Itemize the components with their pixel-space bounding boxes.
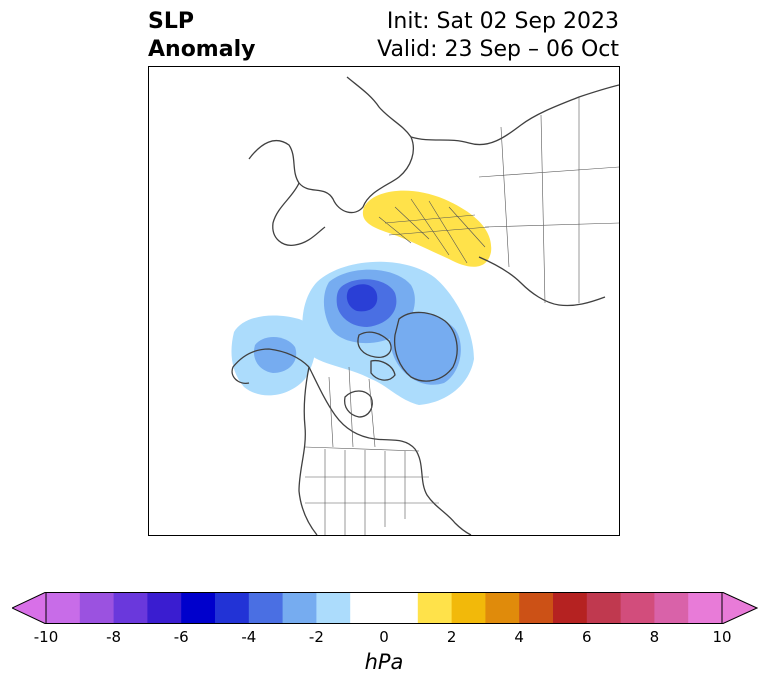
negative-anomaly-core: [346, 284, 378, 312]
border-usa-canada: [304, 446, 420, 452]
negative-anomaly-greenland: [389, 312, 461, 385]
negative-anomaly-alaska: [253, 336, 297, 373]
colorbar-cell: [79, 592, 114, 624]
colorbar-cell: [215, 592, 250, 624]
map-subtitle: Init: Sat 02 Sep 2023 Valid: 23 Sep – 06…: [377, 8, 619, 64]
colorbar-extend-max: [721, 592, 758, 624]
colorbar-cell: [519, 592, 554, 624]
map-panel: [148, 66, 620, 536]
init-date: Init: Sat 02 Sep 2023: [386, 9, 619, 34]
coast-pacific: [298, 366, 318, 535]
colorbar-unit-label: hPa: [364, 650, 404, 674]
valid-period: Valid: 23 Sep – 06 Oct: [377, 37, 619, 62]
title-line-1: SLP: [148, 9, 194, 34]
borders: [304, 97, 619, 535]
colorbar-cell: [248, 592, 283, 624]
colorbar-tick-label: -4: [241, 628, 257, 646]
colorbar-tick-label: 6: [582, 628, 592, 646]
colorbar-cell: [586, 592, 621, 624]
colorbar-tick-label: 2: [446, 628, 457, 646]
colorbar-tick-label: 8: [649, 628, 660, 646]
coastlines: [231, 76, 619, 535]
coast-siberia: [478, 256, 606, 307]
colorbar-cells: [46, 592, 723, 624]
colorbar-outline: [45, 592, 723, 624]
anomaly-shading: [231, 190, 492, 405]
colorbar-cell: [282, 592, 317, 624]
coast-europe: [248, 76, 414, 214]
colorbar-tick-label: -2: [308, 628, 324, 646]
border-us-states: [305, 449, 439, 535]
positive-anomaly-europe: [362, 190, 492, 267]
title-line-2: Anomaly: [148, 37, 256, 62]
map-svg: [231, 76, 619, 535]
colorbar-cell: [181, 592, 216, 624]
coast-arctic-islands: [357, 331, 396, 381]
colorbar-tick-label: -10: [33, 628, 59, 646]
colorbar-cell: [417, 592, 452, 624]
border-canada-provinces: [328, 366, 376, 448]
coast-greenland: [393, 311, 458, 382]
border-europe: [378, 198, 490, 264]
colorbar-cell: [350, 592, 419, 624]
border-asia: [478, 97, 619, 304]
coast-alaska: [231, 348, 310, 384]
map-title: SLP Anomaly: [148, 8, 255, 64]
colorbar-cell: [688, 592, 723, 624]
coast-scandinavia: [272, 182, 326, 246]
colorbar-cell: [620, 592, 655, 624]
colorbar-tick-label: 0: [379, 628, 389, 646]
colorbar-tick-label: -8: [106, 628, 122, 646]
colorbar: [12, 592, 758, 624]
colorbar-cell: [553, 592, 588, 624]
colorbar-tick-label: 4: [514, 628, 524, 646]
colorbar-cell: [316, 592, 351, 624]
colorbar-extend-min: [12, 592, 47, 624]
colorbar-cell: [485, 592, 520, 624]
colorbar-cell: [147, 592, 182, 624]
colorbar-cell: [654, 592, 689, 624]
colorbar-cell: [451, 592, 486, 624]
coast-hudson-bay: [343, 390, 373, 418]
colorbar-cell: [46, 592, 81, 624]
colorbar-tick-label: -6: [173, 628, 189, 646]
coast-north-america: [308, 366, 472, 535]
coast-russia: [410, 84, 619, 146]
colorbar-tick-label: 10: [712, 628, 732, 646]
colorbar-cell: [113, 592, 148, 624]
